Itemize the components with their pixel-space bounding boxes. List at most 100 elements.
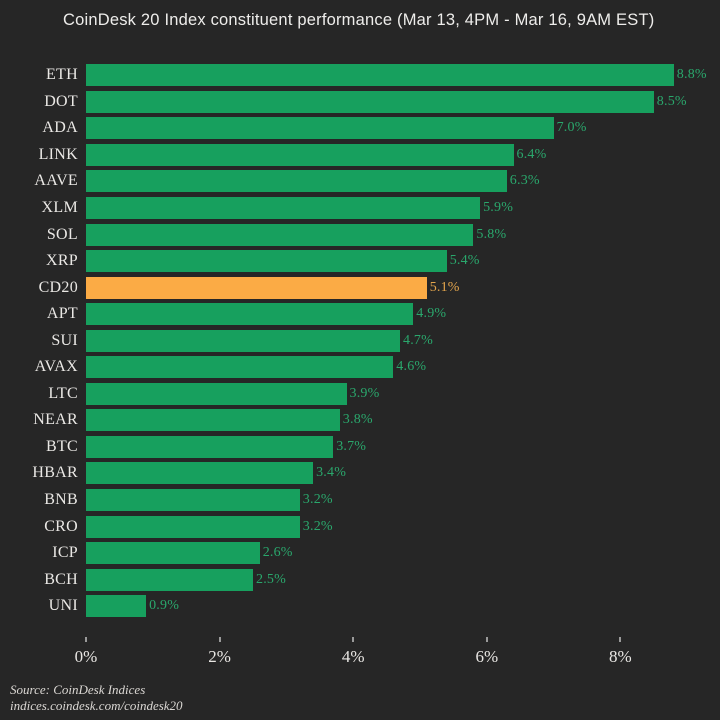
category-label: AAVE: [34, 172, 78, 190]
value-label: 0.9%: [149, 598, 180, 614]
value-label: 2.6%: [262, 545, 293, 561]
category-label: ADA: [42, 119, 78, 137]
value-label: 3.2%: [302, 518, 333, 534]
bar-row-cro: CRO 3.2%: [0, 513, 720, 540]
bar-row-hbar: HBAR 3.4%: [0, 460, 720, 487]
value-label: 8.8%: [676, 67, 707, 83]
value-label: 4.6%: [396, 359, 427, 375]
value-bar: [86, 329, 400, 352]
value-bar: [86, 90, 654, 113]
value-label: 6.4%: [516, 146, 547, 162]
bar-row-apt: APT 4.9%: [0, 301, 720, 328]
x-axis-tick-label: 2%: [208, 647, 231, 666]
chart-title: CoinDesk 20 Index constituent performanc…: [63, 11, 655, 29]
x-axis-tick-label: 0%: [74, 647, 98, 666]
value-label: 5.8%: [476, 226, 507, 242]
bar-row-ltc: LTC 3.9%: [0, 381, 720, 408]
value-label: 3.8%: [342, 412, 373, 428]
value-bar: [86, 515, 300, 538]
value-bar: [86, 143, 514, 166]
bar-row-uni: UNI 0.9%: [0, 593, 720, 620]
category-label: CD20: [38, 278, 78, 296]
value-bar: [86, 568, 253, 591]
bar-row-btc: BTC 3.7%: [0, 434, 720, 461]
highlight-bar: [86, 276, 427, 299]
value-bar: [86, 170, 507, 193]
value-label: 8.5%: [656, 93, 687, 109]
x-axis-tick-label: 8%: [609, 647, 632, 666]
bar-row-ada: ADA 7.0%: [0, 115, 720, 142]
category-label: XLM: [41, 199, 78, 216]
value-label: 3.2%: [302, 492, 333, 508]
value-label: 3.9%: [349, 385, 380, 401]
value-bar: [86, 542, 260, 565]
value-label: 3.4%: [316, 465, 347, 481]
value-label: 7.0%: [556, 120, 587, 136]
bar-row-sui: SUI 4.7%: [0, 327, 720, 354]
category-label: ETH: [45, 66, 78, 84]
x-axis-tick-mark: [218, 637, 221, 642]
value-bar: [86, 382, 347, 405]
x-axis-tick-mark: [485, 637, 488, 642]
value-label: 5.9%: [483, 200, 514, 215]
category-label: NEAR: [33, 411, 78, 429]
bars-area: ETH 8.8% DOT 8.5% ADA 7.0% LINK 6.4% AAVE 6.3% XLM…: [0, 62, 720, 619]
bar-row-bnb: BNB 3.2%: [0, 487, 720, 514]
category-label: XRP: [45, 252, 78, 270]
value-bar: [86, 117, 554, 140]
value-bar: [86, 462, 314, 485]
bar-row-aave: AAVE 6.3%: [0, 168, 720, 195]
bar-row-dot: DOT 8.5%: [0, 89, 720, 116]
category-label: BTC: [45, 437, 78, 455]
value-label: 5.4%: [449, 253, 480, 269]
category-label: AVAX: [34, 358, 78, 376]
category-label: APT: [46, 305, 78, 323]
value-label: 6.3%: [509, 173, 540, 189]
value-bar: [86, 303, 414, 326]
bar-row-near: NEAR 3.8%: [0, 407, 720, 434]
category-label: LINK: [38, 145, 78, 163]
bar-row-eth: ETH 8.8%: [0, 62, 720, 89]
value-bar: [86, 489, 300, 512]
category-label: SOL: [46, 225, 78, 243]
bar-row-bch: BCH 2.5%: [0, 566, 720, 593]
bar-row-xlm: XLM 5.9%: [0, 195, 720, 222]
bar-row-link: LINK 6.4%: [0, 142, 720, 169]
source-note: Source: CoinDesk Indices indices.coindes…: [10, 682, 183, 714]
value-label: 2.5%: [256, 571, 286, 587]
value-bar: [86, 223, 474, 246]
x-axis-tick-label: 4%: [341, 647, 365, 666]
x-axis-tick-mark: [352, 637, 355, 642]
category-label: ICP: [52, 544, 78, 562]
x-axis-tick-label: 6%: [475, 647, 499, 666]
value-label: 4.7%: [403, 332, 433, 348]
value-label: 5.1%: [429, 279, 460, 295]
bar-row-cd20: CD20 5.1%: [0, 274, 720, 301]
category-label: LTC: [48, 384, 78, 402]
bar-row-icp: ICP 2.6%: [0, 540, 720, 567]
value-bar: [86, 409, 340, 432]
category-label: UNI: [48, 597, 78, 615]
category-label: BNB: [44, 491, 78, 509]
value-bar: [86, 250, 447, 273]
value-bar: [86, 356, 394, 379]
source-line-1: Source: CoinDesk Indices: [10, 682, 146, 697]
value-bar: [86, 595, 147, 618]
category-label: CRO: [44, 517, 78, 535]
bar-row-sol: SOL 5.8%: [0, 221, 720, 248]
category-label: HBAR: [32, 464, 78, 482]
x-axis-tick-mark: [619, 637, 622, 642]
x-axis-tick-mark: [85, 637, 87, 642]
category-label: DOT: [44, 92, 78, 110]
bar-row-avax: AVAX 4.6%: [0, 354, 720, 381]
bar-row-xrp: XRP 5.4%: [0, 248, 720, 275]
category-label: SUI: [51, 331, 78, 349]
value-bar: [86, 197, 481, 219]
category-label: BCH: [44, 570, 78, 588]
value-label: 4.9%: [416, 306, 447, 322]
value-label: 3.7%: [336, 438, 367, 454]
source-line-2: indices.coindesk.com/coindesk20: [10, 698, 183, 713]
value-bar: [86, 64, 674, 87]
value-bar: [86, 435, 334, 458]
